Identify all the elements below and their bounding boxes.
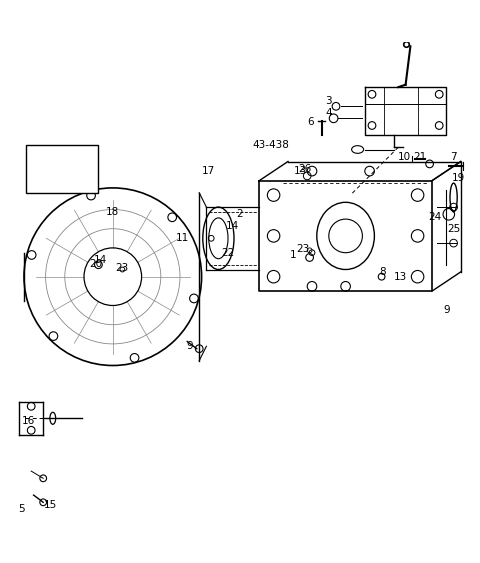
Text: 15: 15 — [44, 500, 57, 510]
Text: 1: 1 — [289, 250, 296, 260]
Text: 3: 3 — [325, 96, 332, 106]
Text: 10: 10 — [398, 151, 411, 162]
Text: 43-438: 43-438 — [253, 140, 289, 150]
Text: 4: 4 — [325, 109, 332, 118]
Text: 23: 23 — [115, 263, 129, 273]
Text: 19: 19 — [452, 173, 465, 184]
Text: 26: 26 — [298, 164, 312, 174]
Text: 22: 22 — [221, 248, 235, 258]
Text: 8: 8 — [379, 267, 385, 277]
Text: 12: 12 — [56, 149, 69, 159]
Text: 2: 2 — [237, 209, 243, 220]
Text: 7: 7 — [450, 151, 457, 162]
Text: 20: 20 — [89, 259, 103, 269]
FancyBboxPatch shape — [26, 145, 98, 193]
Text: 9: 9 — [186, 341, 193, 351]
Text: 24: 24 — [428, 212, 441, 222]
Text: 5: 5 — [18, 504, 25, 515]
Text: 16: 16 — [22, 415, 36, 426]
Text: 14: 14 — [226, 221, 240, 231]
Text: 9: 9 — [443, 305, 450, 315]
Ellipse shape — [53, 178, 72, 189]
Text: 23: 23 — [296, 244, 309, 254]
Text: 11: 11 — [176, 233, 189, 243]
Text: 25: 25 — [447, 224, 460, 234]
Text: 13: 13 — [293, 166, 307, 176]
Text: 6: 6 — [308, 117, 314, 127]
Text: 13: 13 — [394, 272, 408, 282]
Text: 18: 18 — [106, 207, 120, 217]
Text: 21: 21 — [413, 151, 427, 162]
Text: 17: 17 — [202, 166, 216, 176]
Text: 12: 12 — [55, 148, 70, 161]
Text: 14: 14 — [94, 255, 108, 265]
